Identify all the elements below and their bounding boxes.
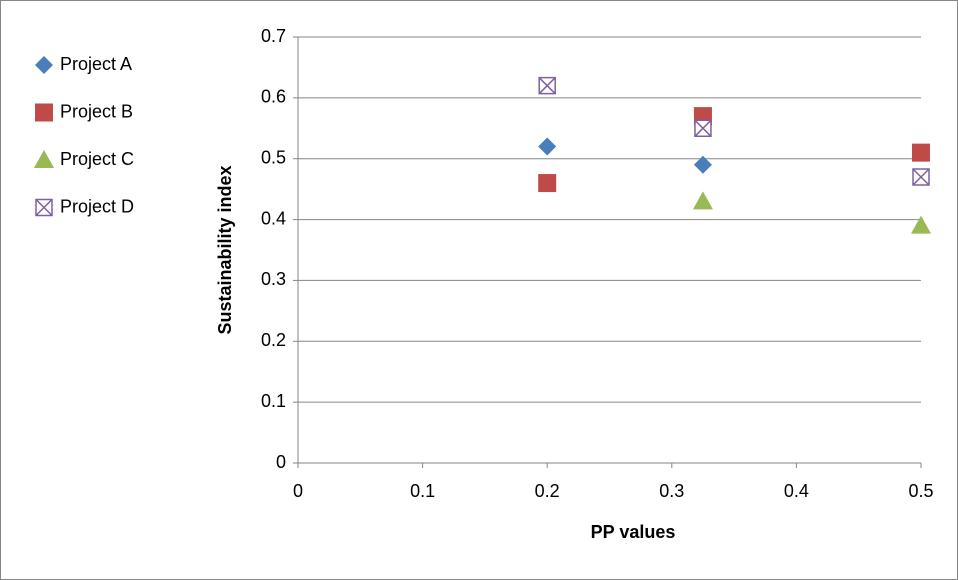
x-axis-title: PP values: [591, 522, 676, 542]
legend-marker: [35, 56, 53, 74]
legend-marker: [34, 150, 54, 168]
legend-label: Project C: [60, 149, 134, 169]
y-tick-label: 0.3: [261, 269, 286, 289]
x-tick-label: 0.1: [410, 481, 435, 501]
legend-label: Project B: [60, 101, 133, 121]
point: [694, 119, 712, 138]
legend-marker: [35, 198, 53, 217]
y-tick-label: 0.1: [261, 391, 286, 411]
point: [538, 137, 557, 156]
point: [538, 174, 557, 193]
y-tick-label: 0.6: [261, 87, 286, 107]
y-tick-label: 0.4: [261, 208, 286, 228]
x-tick-label: 0.4: [784, 481, 809, 501]
point: [912, 168, 930, 186]
legend-marker: [35, 103, 53, 122]
x-tick-label: 0: [293, 481, 303, 501]
y-tick-label: 0: [276, 452, 286, 472]
x-tick-label: 0.2: [535, 481, 560, 501]
y-tick-label: 0.7: [261, 26, 286, 46]
point: [911, 215, 931, 234]
legend-label: Project D: [60, 196, 134, 216]
point: [693, 155, 712, 174]
x-tick-label: 0.5: [908, 481, 933, 501]
point: [692, 191, 713, 210]
y-tick-label: 0.5: [261, 147, 286, 167]
point: [912, 143, 930, 162]
legend-label: Project A: [60, 54, 132, 74]
y-axis-title: Sustainability index: [215, 165, 235, 334]
y-tick-label: 0.2: [261, 330, 286, 350]
x-tick-label: 0.3: [659, 481, 684, 501]
point: [538, 76, 556, 95]
